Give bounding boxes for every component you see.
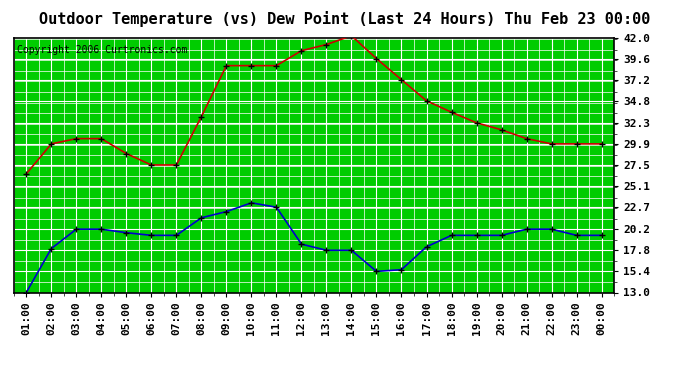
Text: Outdoor Temperature (vs) Dew Point (Last 24 Hours) Thu Feb 23 00:00: Outdoor Temperature (vs) Dew Point (Last… bbox=[39, 11, 651, 27]
Text: Copyright 2006 Curtronics.com: Copyright 2006 Curtronics.com bbox=[17, 45, 187, 55]
